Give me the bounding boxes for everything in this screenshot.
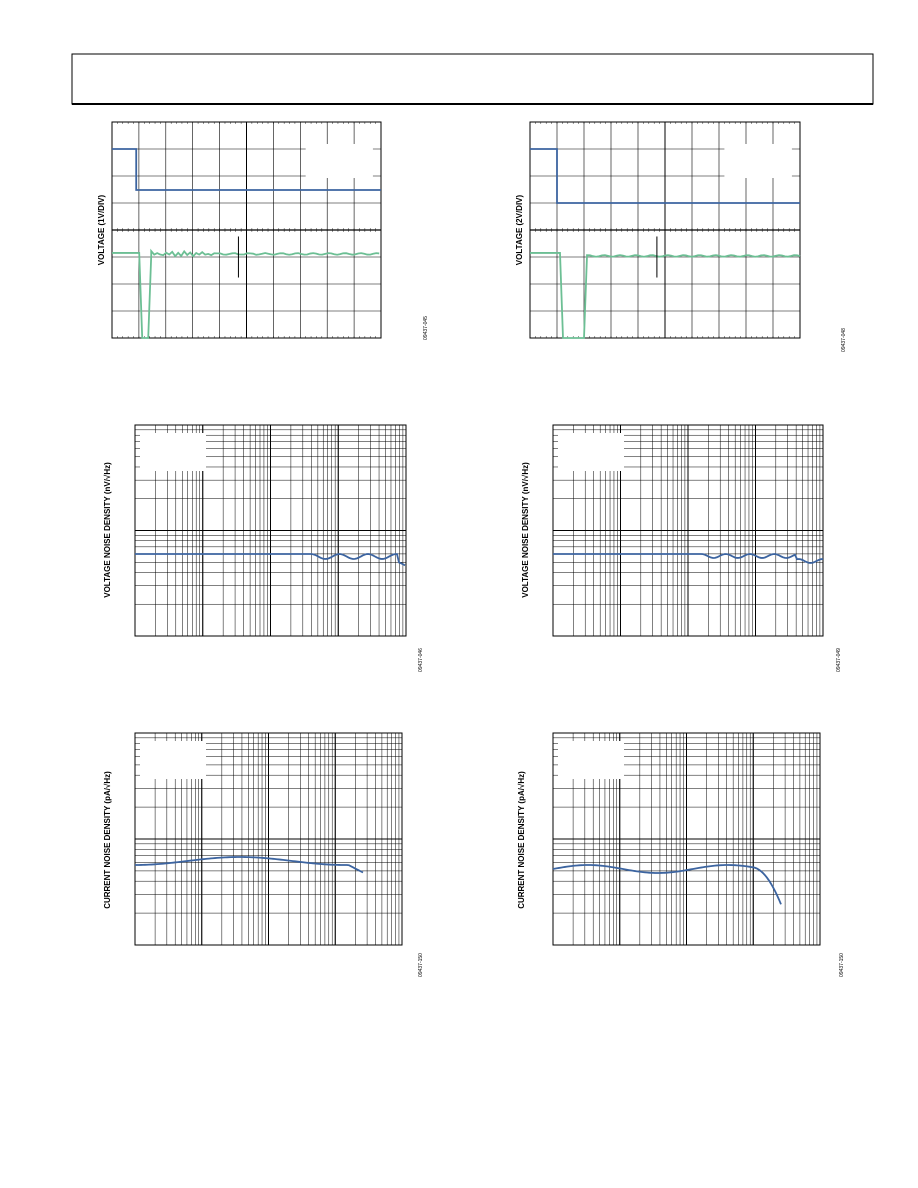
trace [112,248,380,339]
figure-id: 09437-048 [841,328,847,352]
figure-id: 09437-046 [418,648,424,672]
trace [553,553,824,564]
trace [134,856,364,874]
legend-blank [558,433,624,471]
legend-blank [305,144,373,178]
y-label: CURRENT NOISE DENSITY (pA/√Hz) [103,771,112,909]
trace [530,148,800,204]
trace [112,148,381,191]
legend-blank [558,741,624,779]
legend-blank [140,741,206,779]
plots [111,121,824,946]
y-label: VOLTAGE NOISE DENSITY (nV/√Hz) [521,462,530,598]
trace [530,252,801,339]
trace [135,553,406,567]
header-box [71,53,874,105]
figure-id: 09437-049 [836,648,842,672]
y-label: CURRENT NOISE DENSITY (pA/√Hz) [517,771,526,909]
figure-id: 09437-045 [423,316,429,340]
trace [552,864,782,905]
legend-blank [140,433,206,471]
figure-id: 09437-150 [839,953,845,977]
y-label: VOLTAGE NOISE DENSITY (nV/√Hz) [103,462,112,598]
figure-id: 09437-150 [418,953,424,977]
y-label: VOLTAGE (2V/DIV) [515,194,524,265]
y-label: VOLTAGE (1V/DIV) [97,194,106,265]
legend-blank [724,144,792,178]
